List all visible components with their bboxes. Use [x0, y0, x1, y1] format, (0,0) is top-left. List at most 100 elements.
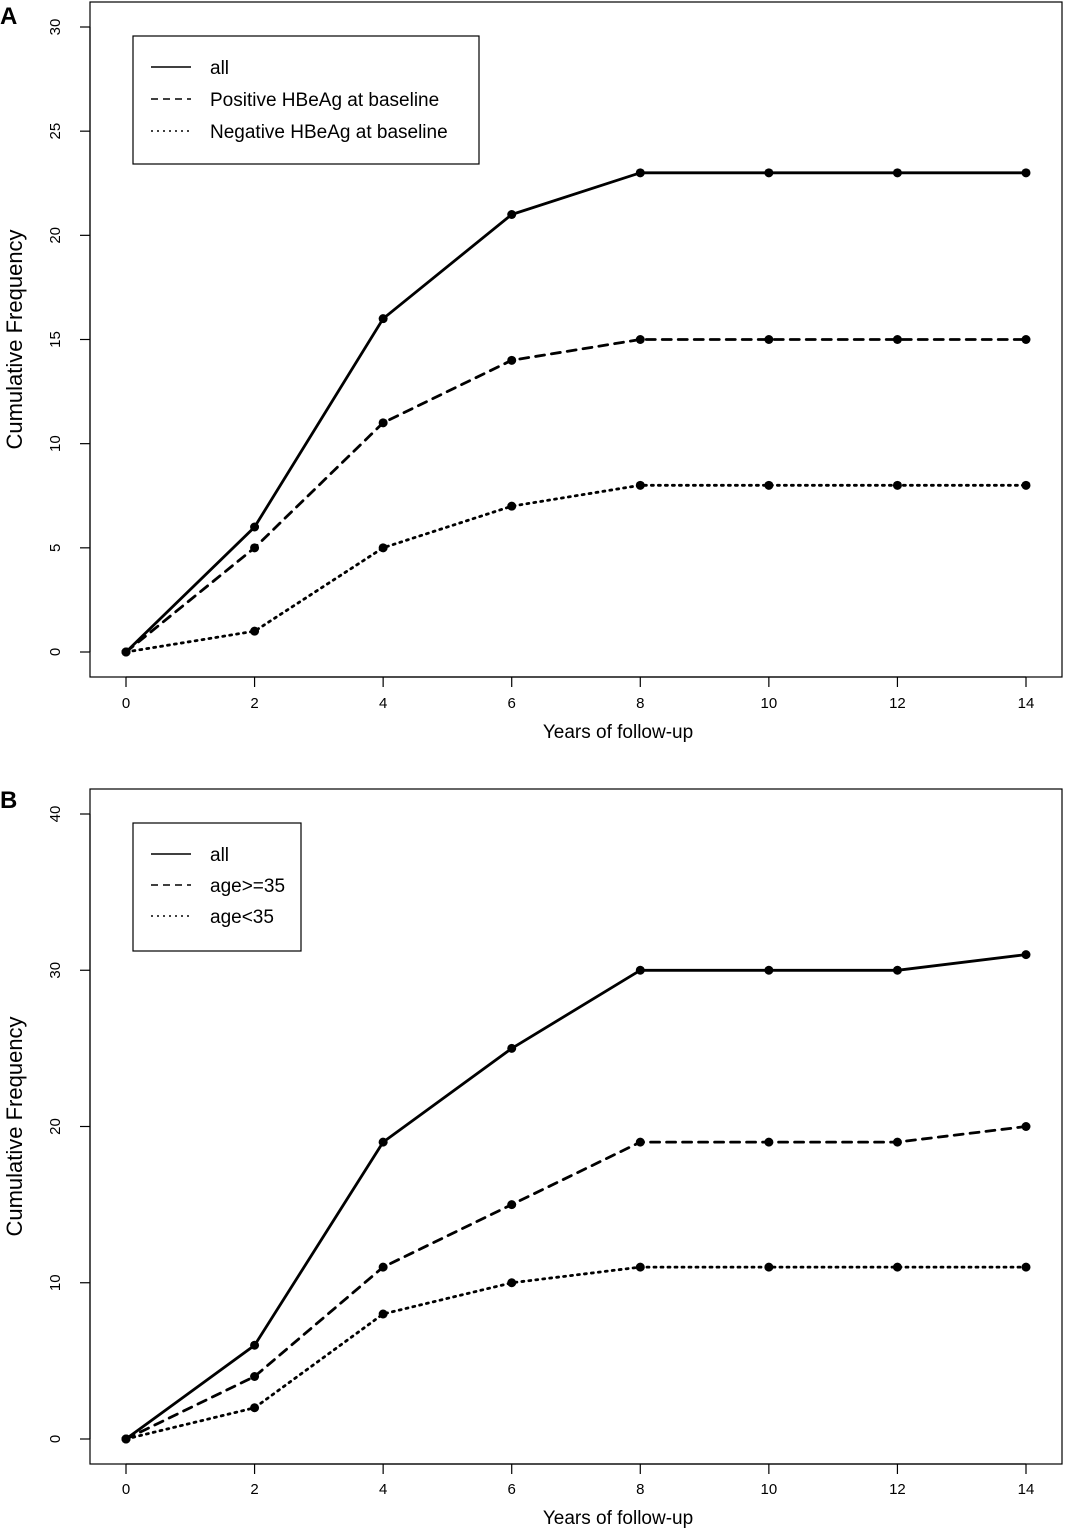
legend-box: [132, 822, 302, 952]
legend-label: age<35: [210, 907, 274, 928]
data-point: [1021, 950, 1031, 960]
data-point: [892, 168, 902, 178]
data-point: [1021, 168, 1031, 178]
data-point: [1021, 335, 1031, 344]
y-tick-label: 30: [47, 19, 64, 36]
x-tick-label: 6: [508, 1481, 516, 1498]
data-point: [764, 965, 774, 975]
series-line: [124, 338, 1028, 654]
x-tick-label: 14: [1018, 695, 1035, 712]
data-point: [892, 480, 902, 490]
panel-label: B: [0, 787, 17, 814]
x-tick-label: 12: [889, 695, 906, 712]
data-point: [507, 1043, 517, 1053]
data-point: [892, 1137, 902, 1147]
data-point: [1021, 1262, 1031, 1272]
series-dotted: [121, 480, 1031, 657]
data-point: [250, 522, 260, 532]
data-point: [250, 543, 260, 553]
y-tick-label: 40: [47, 806, 64, 823]
data-point: [121, 1434, 131, 1444]
series-line: [124, 483, 1028, 654]
x-axis: 0 2 4 6 8 10 12 14 Years of follow-up: [122, 1463, 1035, 1529]
y-axis-label: Cumulative Frequency: [2, 1016, 27, 1236]
y-tick-label: 20: [47, 1118, 64, 1135]
data-point: [507, 210, 517, 219]
data-point: [635, 1137, 645, 1147]
panel-label: A: [0, 3, 17, 30]
series-line: [124, 953, 1028, 1441]
x-tick-label: 10: [761, 695, 778, 712]
y-tick-label: 10: [47, 1274, 64, 1291]
data-point: [635, 335, 645, 344]
data-point: [635, 965, 645, 975]
x-axis: 0 2 4 6 8 10 12 14 Years of follow-up: [122, 676, 1035, 743]
x-axis-label: Years of follow-up: [543, 722, 693, 743]
data-point: [378, 1262, 388, 1272]
data-point: [250, 626, 260, 636]
series-solid: [121, 168, 1031, 657]
y-axis-label: Cumulative Frequency: [2, 229, 27, 449]
x-tick-label: 2: [250, 1481, 258, 1498]
data-point: [635, 480, 645, 490]
x-tick-label: 6: [508, 695, 516, 712]
data-point: [378, 1137, 388, 1147]
x-tick-label: 2: [250, 695, 258, 712]
x-tick-label: 10: [761, 1481, 778, 1498]
x-tick-label: 12: [889, 1481, 906, 1498]
y-tick-label: 20: [47, 227, 64, 244]
data-point: [250, 1403, 260, 1413]
data-point: [892, 965, 902, 975]
data-point: [635, 1262, 645, 1272]
data-point: [1021, 1122, 1031, 1131]
data-point: [764, 1262, 774, 1272]
data-point: [635, 168, 645, 178]
data-point: [378, 1309, 388, 1319]
data-point: [250, 1340, 260, 1350]
data-point: [1021, 480, 1031, 490]
chart-panel-b: B 0 2 4 6 8 10 12 14 Years of follow-up 0 10 20 30 40 C…: [0, 787, 1063, 1529]
data-point: [507, 1200, 517, 1210]
y-tick-label: 5: [47, 544, 64, 552]
data-point: [121, 647, 131, 657]
y-tick-label: 10: [47, 435, 64, 452]
x-tick-label: 0: [122, 1481, 130, 1498]
y-tick-label: 0: [47, 648, 64, 656]
data-point: [892, 1262, 902, 1272]
x-tick-label: 4: [379, 1481, 387, 1498]
x-tick-label: 0: [122, 695, 130, 712]
legend-label: all: [210, 845, 229, 866]
series-line: [124, 171, 1028, 654]
data-point: [764, 480, 774, 490]
legend-box: [132, 35, 480, 165]
x-axis-label: Years of follow-up: [543, 1508, 693, 1529]
data-point: [892, 335, 902, 344]
data-point: [507, 501, 517, 511]
x-tick-label: 8: [636, 695, 644, 712]
data-point: [764, 1137, 774, 1147]
data-point: [507, 1278, 517, 1288]
series-solid: [121, 950, 1031, 1444]
legend-label: age>=35: [210, 876, 285, 897]
series-line: [124, 1265, 1028, 1441]
data-point: [764, 335, 774, 344]
y-tick-label: 30: [47, 962, 64, 979]
legend: all Positive HBeAg at baseline Negative HB…: [132, 35, 480, 165]
legend-label: all: [210, 58, 229, 79]
data-point: [378, 314, 388, 324]
x-tick-label: 14: [1018, 1481, 1035, 1498]
x-tick-label: 8: [636, 1481, 644, 1498]
chart-panel-a: A 0 2 4 6 8 10 12 14 Years of follow-up 0 5 10 15 20 25…: [0, 1, 1063, 743]
series-line: [124, 1125, 1028, 1441]
x-tick-label: 4: [379, 695, 387, 712]
legend: all age>=35 age<35: [132, 822, 302, 952]
legend-label: Negative HBeAg at baseline: [210, 122, 448, 143]
y-tick-label: 25: [47, 123, 64, 140]
data-point: [378, 543, 388, 553]
data-point: [250, 1372, 260, 1381]
y-axis: 0 5 10 15 20 25 30 Cumulative Frequency: [2, 19, 91, 656]
data-point: [764, 168, 774, 178]
data-point: [507, 355, 517, 365]
y-axis: 0 10 20 30 40 Cumulative Frequency: [2, 806, 91, 1443]
